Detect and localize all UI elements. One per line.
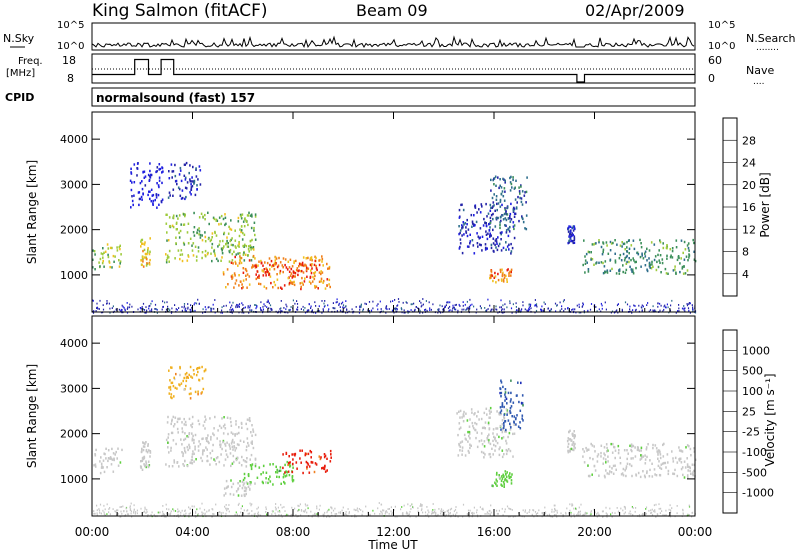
- power-ytick-3: 4000: [60, 133, 88, 146]
- power-colorbar-tick-0: 4: [742, 268, 749, 281]
- nsearch-label: N.Search: [746, 32, 796, 45]
- velocity-scatter-region-11: [582, 442, 697, 479]
- nsky-tick-top: 10^5: [57, 20, 84, 31]
- date-label: 02/Apr/2009: [585, 1, 685, 20]
- velocity-colorbar-tick-6: -500: [742, 466, 767, 479]
- time-tick-2: 08:00: [276, 525, 311, 539]
- velocity-colorbar-tick-5: -100: [742, 446, 767, 459]
- power-panel: 1000 2000 3000 4000 Slant Range [km]: [25, 111, 697, 314]
- velocity-scatter-region-6: [282, 449, 332, 475]
- power-ylabel: Slant Range [km]: [25, 160, 39, 264]
- velocity-colorbar-tick-1: 500: [742, 365, 763, 378]
- power-scatter-region-2: [165, 211, 257, 264]
- freq-label: Freq.: [18, 56, 43, 67]
- velocity-ytick-3: 4000: [60, 337, 88, 350]
- velocity-scatter-region-9: [491, 470, 513, 488]
- power-scatter-region-8: [489, 175, 528, 232]
- nsearch-tick-top: 10^5: [708, 20, 735, 31]
- nsky-tick-bottom: 10^0: [57, 41, 84, 52]
- nsky-label: N.Sky: [3, 32, 35, 45]
- velocity-colorbar-tick-0: 1000: [742, 344, 770, 357]
- velocity-scatter-region-4: [223, 479, 256, 498]
- power-noise-band: [92, 298, 697, 314]
- nave-tick-bottom: 0: [708, 72, 715, 85]
- nave-label: Nave: [746, 64, 774, 77]
- nave-tick-top: 60: [708, 54, 722, 67]
- power-ytick-2: 3000: [60, 178, 88, 191]
- power-colorbar-label: Power [dB]: [758, 172, 772, 237]
- mhz-label: [MHz]: [6, 68, 35, 79]
- power-scatter-region-3: [167, 161, 202, 201]
- velocity-colorbar-tick-4: -25: [742, 426, 760, 439]
- velocity-colorbar-label: Velocity [m s⁻¹]: [763, 373, 777, 466]
- velocity-panel: 1000 2000 3000 4000 Slant Range [km]: [25, 315, 697, 518]
- power-scatter-region-1: [140, 237, 151, 268]
- power-colorbar-tick-1: 8: [742, 246, 749, 259]
- nsearch-dots: ........: [756, 43, 779, 53]
- velocity-ylabel: Slant Range [km]: [25, 364, 39, 468]
- freq-panel: Freq. [MHz] 18 8 60 0 Nave ....: [6, 53, 774, 87]
- velocity-scatter-region-0: [93, 447, 123, 475]
- time-tick-1: 04:00: [175, 525, 210, 539]
- beam-label: Beam 09: [356, 1, 428, 20]
- power-scatter-region-9: [489, 268, 513, 284]
- velocity-scatter-region-7: [456, 406, 516, 459]
- velocity-ytick-2: 3000: [60, 382, 88, 395]
- frequency-trace: [92, 58, 695, 83]
- velocity-ytick-0: 1000: [60, 473, 88, 486]
- velocity-scatter-region-5: [242, 460, 295, 486]
- velocity-scatter-region-1: [139, 441, 152, 471]
- velocity-scatter-region-8: [499, 379, 524, 432]
- time-xlabel: Time UT: [367, 538, 418, 552]
- time-tick-3: 12:00: [376, 525, 411, 539]
- velocity-colorbar-tick-3: 25: [742, 405, 756, 418]
- nave-dots: ....: [753, 77, 764, 87]
- cpid-value: normalsound (fast) 157: [96, 91, 255, 105]
- time-tick-5: 20:00: [577, 525, 612, 539]
- power-colorbar-tick-5: 24: [742, 157, 756, 170]
- time-tick-6: 00:00: [678, 525, 713, 539]
- time-tick-4: 16:00: [477, 525, 512, 539]
- velocity-colorbar-tick-2: 100: [742, 385, 763, 398]
- velocity-scatter-region-3: [168, 365, 207, 400]
- nsky-panel: N.Sky 10^5 10^0 10^5 10^0 N.Search .....…: [3, 20, 796, 53]
- power-colorbar-tick-4: 20: [742, 179, 756, 192]
- power-colorbar-tick-2: 12: [742, 223, 756, 236]
- power-scatter-region-5: [222, 254, 331, 291]
- freq-tick-bottom: 8: [67, 72, 74, 85]
- velocity-ytick-1: 2000: [60, 428, 88, 441]
- power-colorbar-tick-3: 16: [742, 201, 756, 214]
- power-colorbar-tick-6: 28: [742, 134, 756, 147]
- power-scatter-region-7: [458, 202, 516, 255]
- power-scatter-region-10: [567, 225, 576, 245]
- time-tick-0: 00:00: [75, 525, 110, 539]
- velocity-scatter-region-2: [165, 415, 257, 468]
- nsky-trace: [91, 35, 695, 49]
- cpid-label: CPID: [5, 91, 34, 104]
- power-ytick-1: 2000: [60, 224, 88, 237]
- velocity-scatter-region-10: [566, 429, 576, 454]
- power-scatter-region-11: [582, 238, 697, 275]
- nsearch-tick-bottom: 10^0: [708, 41, 735, 52]
- freq-tick-top: 18: [62, 54, 76, 67]
- power-ytick-0: 1000: [60, 269, 88, 282]
- velocity-noise-band: [93, 502, 696, 518]
- power-scatter-region-4: [129, 162, 164, 209]
- power-scatter-region-6: [255, 261, 318, 280]
- power-scatter-region-0: [92, 243, 122, 271]
- velocity-colorbar-tick-7: -1000: [742, 487, 774, 500]
- station-title: King Salmon (fitACF): [92, 1, 268, 21]
